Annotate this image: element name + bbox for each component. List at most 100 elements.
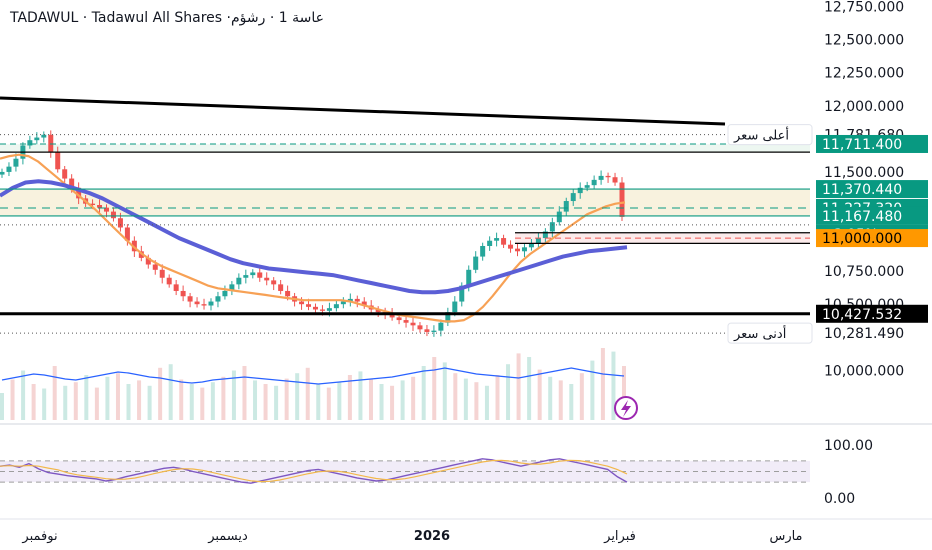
volume-layer <box>0 348 626 420</box>
volume-bar <box>558 380 563 420</box>
volume-bar <box>579 373 584 420</box>
price-axis[interactable]: 12,750.000 12,500.000 12,250.000 12,000.000… <box>727 0 928 379</box>
candle-body <box>0 171 5 175</box>
last-price-badge <box>816 206 928 225</box>
volume-bar <box>0 393 4 420</box>
candle-body <box>501 238 507 245</box>
rsi-layer: 100.00 0.00 <box>0 423 932 507</box>
volume-bar <box>316 384 321 420</box>
volume-bar <box>73 382 78 420</box>
candle-body <box>215 296 221 302</box>
zone-low <box>515 232 810 244</box>
candle-body <box>124 227 130 241</box>
candle-body <box>605 175 611 178</box>
level-badge <box>816 134 928 153</box>
volume-bar <box>63 385 68 420</box>
candle-body <box>236 277 242 285</box>
volume-bar <box>337 382 342 420</box>
candle-body <box>110 211 116 219</box>
support-badge <box>816 304 928 323</box>
zone-mid <box>0 189 810 216</box>
price-tick-label: 10,750.000 <box>824 264 904 280</box>
candle-body <box>431 330 437 332</box>
candle-body <box>584 185 590 188</box>
candle-body <box>389 313 395 318</box>
candle-body <box>250 272 256 276</box>
lightning-icon[interactable] <box>614 396 638 420</box>
high-label: أعلى سعر <box>733 127 789 144</box>
volume-bar <box>221 376 226 420</box>
support-badge-text: 10,427.532 <box>822 307 902 323</box>
level-badge-text: 11,370.440 <box>822 182 902 198</box>
volume-bar <box>52 366 57 420</box>
candle-body <box>243 275 249 278</box>
candle-body <box>591 179 597 186</box>
volume-bar <box>126 384 131 420</box>
volume-bar <box>347 375 352 420</box>
candle-body <box>55 152 61 170</box>
candle-body <box>41 134 47 138</box>
candle-body <box>515 248 521 252</box>
price-tick-label: 12,250.000 <box>824 66 904 82</box>
candle-body <box>396 317 402 321</box>
candle-body <box>354 298 360 302</box>
candle-body <box>347 298 353 302</box>
volume-bar <box>210 382 215 420</box>
chart-title: TADAWUL · Tadawul All Shares ·عاسة 1 · ر… <box>9 10 324 26</box>
rsi-tick-label: 100.00 <box>824 438 873 454</box>
candle-body <box>229 284 235 291</box>
candles-layer <box>0 130 625 337</box>
candle-body <box>271 280 277 285</box>
volume-bar <box>432 357 437 420</box>
volume-bar <box>84 375 89 420</box>
candle-body <box>76 187 82 199</box>
candle-body <box>306 304 312 307</box>
volume-bar <box>474 382 479 420</box>
candle-body <box>69 178 75 188</box>
candle-body <box>508 244 514 249</box>
candle-body <box>285 290 291 297</box>
candle-body <box>180 290 186 297</box>
candle-body <box>222 290 228 297</box>
volume-bar <box>21 370 26 420</box>
volume-bar <box>200 387 205 420</box>
volume-bar <box>158 367 163 420</box>
time-axis[interactable]: نوفمبر ديسمبر 2026 فبراير مارس <box>0 518 932 544</box>
moving-averages-layer <box>0 96 726 323</box>
volume-bar <box>326 387 331 420</box>
candle-body <box>480 246 486 257</box>
candle-body <box>459 285 465 302</box>
candle-body <box>445 312 451 323</box>
volume-bar <box>168 364 173 420</box>
volume-bar <box>453 373 458 420</box>
time-tick-label: ديسمبر <box>207 529 248 544</box>
low-label-box <box>727 322 813 344</box>
volume-bar <box>242 366 247 420</box>
candle-body <box>208 301 214 306</box>
volume-bar <box>115 373 120 420</box>
volume-bar <box>495 375 500 420</box>
levels-layer <box>0 134 810 334</box>
rsi-tick-label: 0.00 <box>824 491 855 507</box>
candle-body <box>299 301 305 305</box>
candle-body <box>570 193 576 202</box>
time-tick-label: 2026 <box>414 529 450 544</box>
orange-level-badge <box>816 229 928 248</box>
volume-bar <box>537 369 542 420</box>
candle-body <box>535 238 541 244</box>
volume-bar <box>10 379 15 420</box>
candle-body <box>556 211 562 223</box>
candle-body <box>6 166 12 172</box>
ma-slow-line <box>0 179 628 295</box>
candle-body <box>27 140 33 146</box>
volume-bar <box>274 385 279 420</box>
volume-bar <box>442 362 447 420</box>
price-tick-label: 10,000.000 <box>824 363 904 379</box>
volume-bar <box>622 366 626 420</box>
candle-body <box>34 137 40 141</box>
candle-body <box>424 329 430 332</box>
volume-bar <box>94 387 99 420</box>
candle-body <box>438 322 444 331</box>
volume-bar <box>189 384 194 420</box>
